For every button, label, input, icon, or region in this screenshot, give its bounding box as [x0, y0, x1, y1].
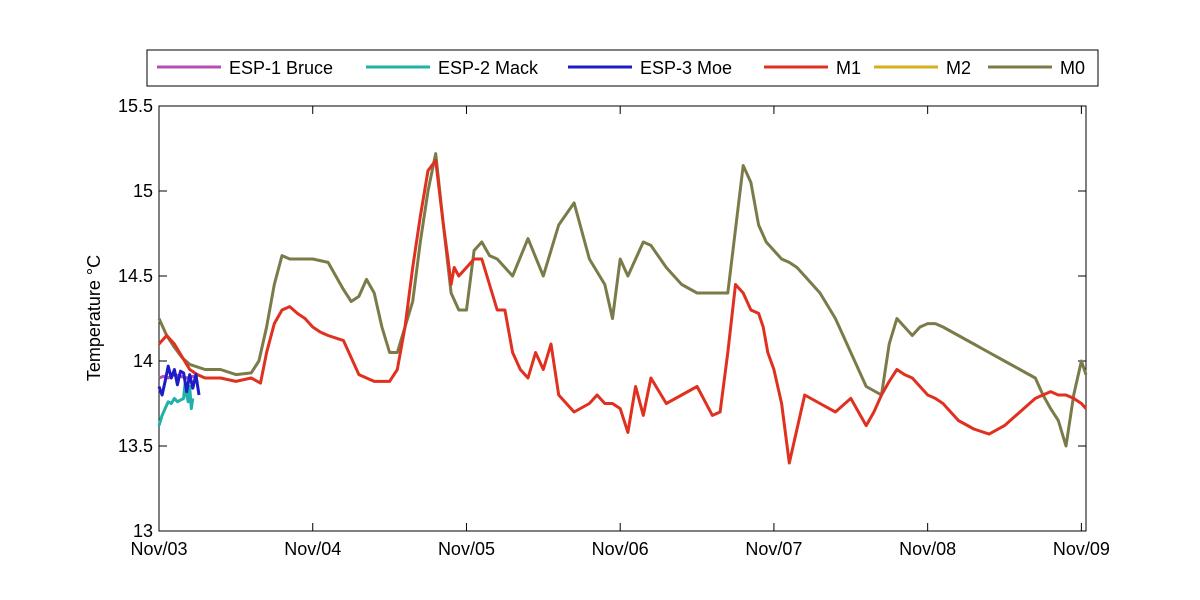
x-tick-label: Nov/05 — [438, 539, 495, 559]
series-lines — [157, 152, 1088, 465]
legend-label-esp-1-bruce: ESP-1 Bruce — [229, 58, 333, 78]
plot-area — [158, 105, 1087, 532]
x-tick-label: Nov/09 — [1053, 539, 1110, 559]
x-tick-label: Nov/08 — [899, 539, 956, 559]
y-tick-label: 14 — [133, 351, 153, 371]
y-tick-label: 13.5 — [118, 436, 153, 456]
y-tick-label: 15 — [133, 181, 153, 201]
y-tick-label: 13 — [133, 521, 153, 541]
legend-label-esp-2-mack: ESP-2 Mack — [438, 58, 539, 78]
legend-label-m1: M1 — [836, 58, 861, 78]
x-tick-label: Nov/03 — [130, 539, 187, 559]
x-tick-label: Nov/06 — [592, 539, 649, 559]
x-axis: Nov/03 Nov/04 Nov/05 Nov/06 Nov/07 Nov/08 Nov/… — [130, 106, 1110, 559]
x-tick-label: Nov/07 — [745, 539, 802, 559]
y-tick-label: 15.5 — [118, 96, 153, 116]
y-axis: 13 13.5 14 14.5 15 15.5 — [118, 96, 1086, 541]
series-line-esp-2-mack — [157, 381, 195, 427]
y-axis-label: Temperature °C — [84, 255, 104, 381]
series-line-esp-3-moe — [157, 364, 201, 397]
series-line-esp-1-bruce — [158, 373, 198, 380]
series-line-m0 — [157, 152, 1088, 448]
legend-label-m2: M2 — [946, 58, 971, 78]
legend: ESP-1 Bruce ESP-2 Mack ESP-3 Moe M1 M2 M0 — [146, 49, 1099, 87]
plot-frame — [158, 105, 1087, 532]
y-tick-label: 14.5 — [118, 266, 153, 286]
series-line-m1 — [157, 158, 1088, 465]
legend-label-esp-3-moe: ESP-3 Moe — [640, 58, 732, 78]
x-tick-label: Nov/04 — [284, 539, 341, 559]
legend-label-m0: M0 — [1060, 58, 1085, 78]
